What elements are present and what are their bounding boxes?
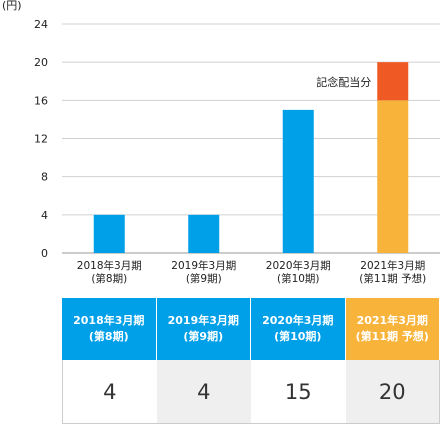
table-header-2018: 2018年3月期 (第8期) (62, 298, 157, 360)
y-tick-label: 8 (41, 171, 48, 184)
x-tick-label: (第8期) (91, 272, 127, 285)
y-tick-label: 20 (34, 56, 48, 69)
table-header-2019: 2019年3月期 (第9期) (156, 298, 251, 360)
chart-gridlines (62, 23, 440, 254)
table-value-2021-forecast: 20 (345, 360, 440, 424)
dividend-table: 2018年3月期 (第8期) 2019年3月期 (第9期) 2020年3月期 (… (62, 298, 440, 424)
table-header-2020: 2020年3月期 (第10期) (251, 298, 346, 360)
annotation-label: 記念配当分 (316, 75, 371, 89)
x-tick-label: (第10期) (277, 272, 320, 285)
y-axis-tick-labels: 0 4 8 12 16 20 24 (34, 18, 48, 260)
x-tick-label: (第11期 予想) (359, 272, 426, 285)
bar (188, 214, 220, 253)
y-tick-label: 16 (34, 94, 48, 107)
table-value-2018: 4 (62, 360, 157, 424)
x-tick-label: 2019年3月期 (171, 259, 236, 272)
dividend-bar-chart: (円) 0 4 8 12 16 20 24 記念配当分 2018年3月期(第8期) 2019年… (2, 0, 440, 285)
y-tick-label: 0 (41, 247, 48, 260)
y-tick-label: 24 (34, 18, 48, 31)
y-tick-label: 4 (41, 209, 48, 222)
x-tick-label: 2018年3月期 (77, 259, 142, 272)
table-value-2019: 4 (156, 360, 251, 424)
x-tick-label: 2020年3月期 (266, 259, 331, 272)
x-tick-label: (第9期) (186, 272, 222, 285)
y-axis-unit-label: (円) (2, 0, 22, 12)
bar-commemorative-segment (377, 62, 409, 101)
bar (93, 214, 125, 253)
x-axis-tick-labels: 2018年3月期(第8期) 2019年3月期(第9期) 2020年3月期(第10期)… (77, 259, 426, 285)
table-value-2020: 15 (251, 360, 346, 424)
y-tick-label: 12 (34, 133, 48, 146)
chart-bars: 記念配当分 (93, 62, 409, 253)
bar (282, 109, 314, 253)
x-tick-label: 2021年3月期 (360, 259, 425, 272)
table-header-2021-forecast: 2021年3月期 (第11期 予想) (345, 298, 440, 360)
bar (377, 100, 409, 253)
